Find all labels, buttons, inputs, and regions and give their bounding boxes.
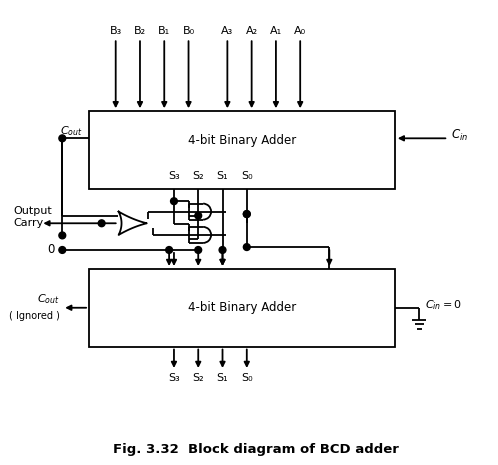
Circle shape — [244, 244, 250, 251]
Text: ( Ignored ): ( Ignored ) — [9, 312, 60, 321]
Text: 4-bit Binary Adder: 4-bit Binary Adder — [188, 301, 296, 314]
Text: S₃: S₃ — [168, 171, 180, 181]
Text: A₃: A₃ — [221, 26, 234, 36]
Text: $C_{in}$: $C_{in}$ — [451, 128, 468, 143]
Text: B₁: B₁ — [158, 26, 170, 36]
Circle shape — [166, 246, 172, 253]
Text: S₂: S₂ — [192, 171, 204, 181]
Circle shape — [244, 211, 250, 218]
Text: 0: 0 — [48, 244, 55, 257]
Text: B₀: B₀ — [182, 26, 195, 36]
Polygon shape — [119, 212, 147, 235]
Text: S₀: S₀ — [241, 373, 252, 383]
Text: A₁: A₁ — [270, 26, 282, 36]
Text: $C_{out}$: $C_{out}$ — [37, 292, 60, 306]
Text: S₁: S₁ — [217, 171, 228, 181]
Text: S₀: S₀ — [241, 171, 252, 181]
Bar — [89, 111, 395, 189]
Circle shape — [59, 135, 66, 142]
Text: B₂: B₂ — [134, 26, 146, 36]
Text: S₁: S₁ — [217, 373, 228, 383]
Circle shape — [59, 246, 66, 253]
Circle shape — [171, 198, 177, 205]
Bar — [89, 269, 395, 346]
Text: S₃: S₃ — [168, 373, 180, 383]
Text: $C_{in} = 0$: $C_{in} = 0$ — [425, 299, 462, 312]
Text: A₀: A₀ — [294, 26, 306, 36]
Text: B₃: B₃ — [110, 26, 122, 36]
Circle shape — [98, 220, 105, 226]
Circle shape — [244, 211, 250, 218]
Text: Fig. 3.32  Block diagram of BCD adder: Fig. 3.32 Block diagram of BCD adder — [113, 443, 398, 456]
Circle shape — [195, 212, 202, 219]
Circle shape — [219, 246, 226, 253]
Circle shape — [59, 232, 66, 239]
Text: S₂: S₂ — [192, 373, 204, 383]
Text: 4-bit Binary Adder: 4-bit Binary Adder — [188, 134, 296, 147]
Text: Output
Carry: Output Carry — [14, 206, 52, 228]
Circle shape — [195, 246, 202, 253]
Text: $C_{out}$: $C_{out}$ — [60, 124, 83, 138]
Text: A₂: A₂ — [246, 26, 257, 36]
